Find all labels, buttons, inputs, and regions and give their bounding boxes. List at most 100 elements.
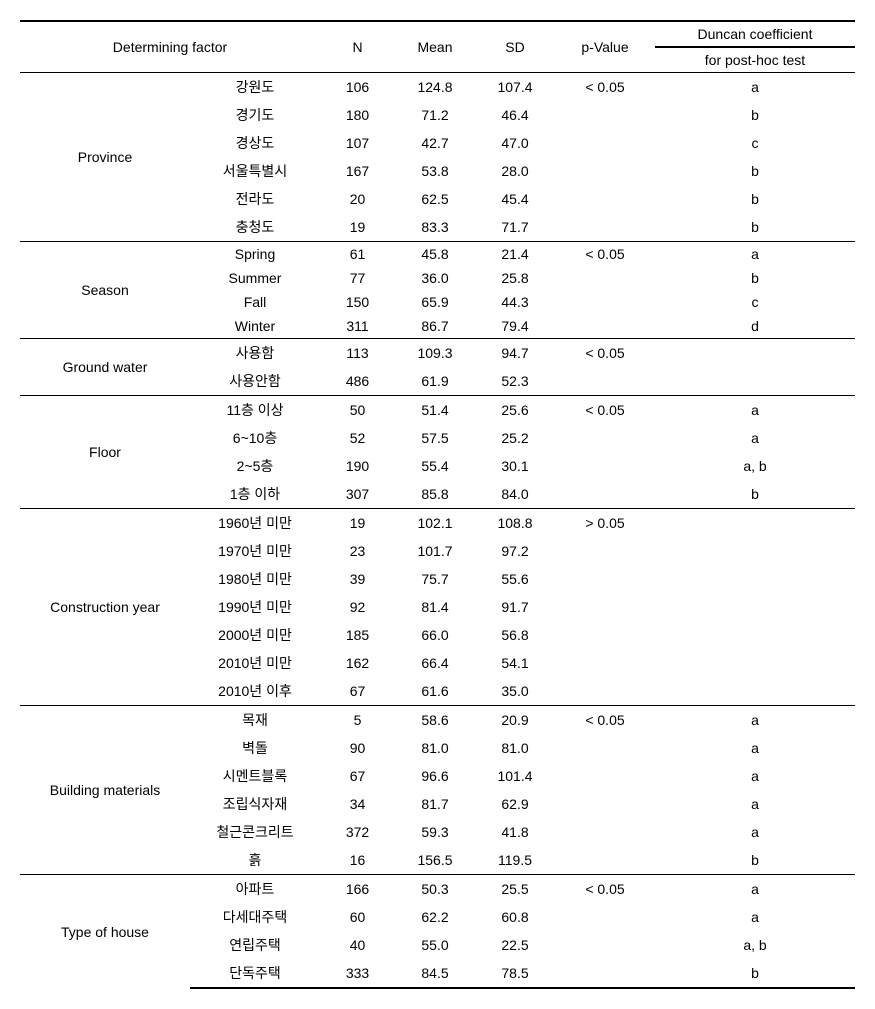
pvalue-cell — [555, 367, 655, 396]
n-cell: 486 — [320, 367, 395, 396]
pvalue-cell — [555, 818, 655, 846]
pvalue-cell — [555, 593, 655, 621]
sd-cell: 56.8 — [475, 621, 555, 649]
duncan-cell — [655, 367, 855, 396]
sd-cell: 54.1 — [475, 649, 555, 677]
pvalue-cell — [555, 452, 655, 480]
duncan-cell — [655, 649, 855, 677]
category-cell: 2010년 이후 — [190, 677, 320, 706]
duncan-cell: a, b — [655, 931, 855, 959]
sd-cell: 60.8 — [475, 903, 555, 931]
pvalue-cell — [555, 266, 655, 290]
duncan-cell — [655, 339, 855, 368]
pvalue-cell — [555, 480, 655, 509]
mean-cell: 109.3 — [395, 339, 475, 368]
sd-cell: 30.1 — [475, 452, 555, 480]
pvalue-cell — [555, 314, 655, 339]
mean-cell: 66.4 — [395, 649, 475, 677]
n-cell: 90 — [320, 734, 395, 762]
sd-cell: 94.7 — [475, 339, 555, 368]
n-cell: 185 — [320, 621, 395, 649]
sd-cell: 47.0 — [475, 129, 555, 157]
sd-cell: 41.8 — [475, 818, 555, 846]
factor-label: Construction year — [20, 509, 190, 706]
category-cell: 시멘트블록 — [190, 762, 320, 790]
category-cell: 목재 — [190, 706, 320, 735]
duncan-cell: a — [655, 875, 855, 904]
mean-cell: 65.9 — [395, 290, 475, 314]
factor-label: Province — [20, 73, 190, 242]
n-cell: 107 — [320, 129, 395, 157]
duncan-cell: c — [655, 129, 855, 157]
duncan-cell — [655, 537, 855, 565]
n-cell: 167 — [320, 157, 395, 185]
table-row: Type of house아파트16650.325.5< 0.05a — [20, 875, 855, 904]
header-duncan-line2: for post-hoc test — [655, 47, 855, 73]
mean-cell: 55.4 — [395, 452, 475, 480]
category-cell: 철근콘크리트 — [190, 818, 320, 846]
mean-cell: 51.4 — [395, 396, 475, 425]
sd-cell: 20.9 — [475, 706, 555, 735]
category-cell: 연립주택 — [190, 931, 320, 959]
sd-cell: 21.4 — [475, 242, 555, 267]
n-cell: 372 — [320, 818, 395, 846]
pvalue-cell — [555, 959, 655, 988]
category-cell: 1층 이하 — [190, 480, 320, 509]
category-cell: 흙 — [190, 846, 320, 875]
sd-cell: 52.3 — [475, 367, 555, 396]
table-row: Construction year1960년 미만19102.1108.8> 0… — [20, 509, 855, 538]
duncan-cell: b — [655, 959, 855, 988]
factor-label: Ground water — [20, 339, 190, 396]
duncan-cell: a — [655, 396, 855, 425]
mean-cell: 84.5 — [395, 959, 475, 988]
duncan-cell — [655, 621, 855, 649]
n-cell: 92 — [320, 593, 395, 621]
n-cell: 307 — [320, 480, 395, 509]
pvalue-cell — [555, 129, 655, 157]
category-cell: 경기도 — [190, 101, 320, 129]
sd-cell: 25.8 — [475, 266, 555, 290]
mean-cell: 96.6 — [395, 762, 475, 790]
n-cell: 166 — [320, 875, 395, 904]
mean-cell: 36.0 — [395, 266, 475, 290]
n-cell: 113 — [320, 339, 395, 368]
category-cell: 2000년 미만 — [190, 621, 320, 649]
n-cell: 52 — [320, 424, 395, 452]
category-cell: 충청도 — [190, 213, 320, 242]
pvalue-cell — [555, 290, 655, 314]
n-cell: 39 — [320, 565, 395, 593]
category-cell: 11층 이상 — [190, 396, 320, 425]
duncan-cell: b — [655, 846, 855, 875]
factor-label: Floor — [20, 396, 190, 509]
mean-cell: 86.7 — [395, 314, 475, 339]
category-cell: Winter — [190, 314, 320, 339]
category-cell: Summer — [190, 266, 320, 290]
sd-cell: 25.6 — [475, 396, 555, 425]
mean-cell: 62.5 — [395, 185, 475, 213]
sd-cell: 107.4 — [475, 73, 555, 102]
category-cell: 2010년 미만 — [190, 649, 320, 677]
mean-cell: 62.2 — [395, 903, 475, 931]
mean-cell: 156.5 — [395, 846, 475, 875]
sd-cell: 62.9 — [475, 790, 555, 818]
category-cell: 사용함 — [190, 339, 320, 368]
category-cell: 1960년 미만 — [190, 509, 320, 538]
sd-cell: 91.7 — [475, 593, 555, 621]
sd-cell: 28.0 — [475, 157, 555, 185]
table-row: Ground water사용함113109.394.7< 0.05 — [20, 339, 855, 368]
sd-cell: 22.5 — [475, 931, 555, 959]
n-cell: 34 — [320, 790, 395, 818]
n-cell: 40 — [320, 931, 395, 959]
duncan-cell: c — [655, 290, 855, 314]
sd-cell: 35.0 — [475, 677, 555, 706]
sd-cell: 45.4 — [475, 185, 555, 213]
n-cell: 23 — [320, 537, 395, 565]
mean-cell: 83.3 — [395, 213, 475, 242]
n-cell: 162 — [320, 649, 395, 677]
duncan-cell: a — [655, 706, 855, 735]
sd-cell: 25.5 — [475, 875, 555, 904]
duncan-cell: b — [655, 213, 855, 242]
header-mean: Mean — [395, 21, 475, 73]
factor-label: Season — [20, 242, 190, 339]
category-cell: 벽돌 — [190, 734, 320, 762]
